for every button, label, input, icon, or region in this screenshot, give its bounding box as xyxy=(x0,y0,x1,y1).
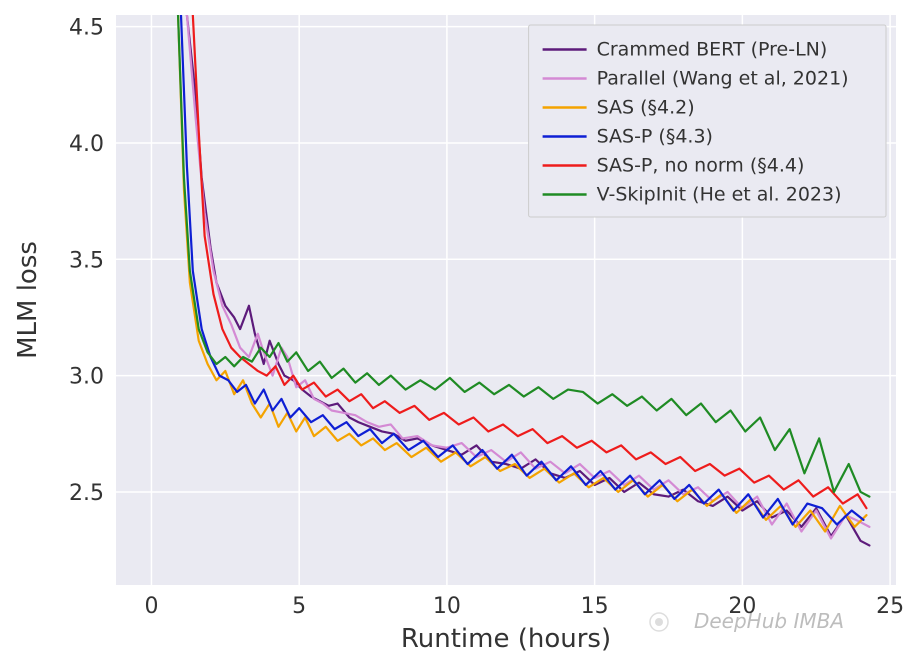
x-tick-label: 25 xyxy=(876,594,904,619)
x-tick-label: 5 xyxy=(292,594,306,619)
x-tick-label: 15 xyxy=(581,594,609,619)
y-axis-label: MLM loss xyxy=(13,241,43,359)
watermark-text: DeepHub IMBA xyxy=(694,609,844,633)
legend-label: Parallel (Wang et al, 2021) xyxy=(597,68,849,90)
x-axis-label: Runtime (hours) xyxy=(401,624,611,654)
y-tick-label: 3.0 xyxy=(69,365,104,390)
y-tick-label: 4.0 xyxy=(69,132,104,157)
y-tick-label: 4.5 xyxy=(69,16,104,41)
x-tick-label: 0 xyxy=(144,594,158,619)
chart-container: 05101520252.53.03.54.04.5Runtime (hours)… xyxy=(0,0,914,670)
legend: Crammed BERT (Pre-LN) Parallel (Wang et a… xyxy=(529,25,886,217)
watermark-icon-dot xyxy=(655,618,663,626)
y-tick-label: 3.5 xyxy=(69,248,104,273)
chart-svg: 05101520252.53.03.54.04.5Runtime (hours)… xyxy=(0,0,914,670)
legend-label: SAS-P, no norm (§4.4) xyxy=(597,155,805,177)
x-tick-label: 10 xyxy=(433,594,461,619)
legend-label: SAS-P (§4.3) xyxy=(597,126,713,148)
y-tick-label: 2.5 xyxy=(69,481,104,506)
legend-label: SAS (§4.2) xyxy=(597,97,695,119)
legend-label: V-SkipInit (He et al. 2023) xyxy=(597,184,842,206)
legend-label: Crammed BERT (Pre-LN) xyxy=(597,39,828,61)
